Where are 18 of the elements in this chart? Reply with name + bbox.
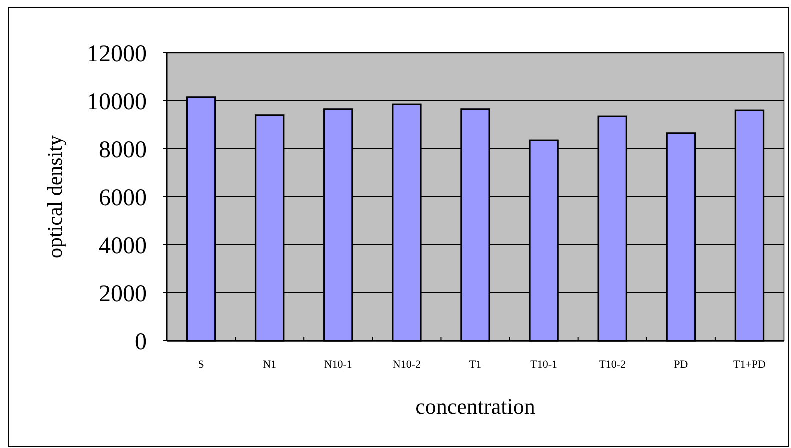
- y-axis-title: optical density: [43, 134, 67, 259]
- y-tick-label: 10000: [87, 89, 147, 116]
- y-tick-label: 8000: [99, 137, 147, 164]
- x-tick-label: N10-1: [324, 359, 352, 371]
- x-tick-label: PD: [674, 359, 688, 371]
- x-tick-label: T1+PD: [733, 359, 766, 371]
- y-tick-label: 12000: [87, 41, 147, 68]
- x-tick-label: N1: [263, 359, 277, 371]
- x-axis-title: concentration: [416, 394, 536, 419]
- x-tick-label: T10-2: [599, 359, 626, 371]
- y-tick-label: 6000: [99, 185, 147, 212]
- x-tick-label: T1: [469, 359, 482, 371]
- y-tick-label: 4000: [99, 233, 147, 260]
- y-tick-label: 2000: [99, 281, 147, 308]
- y-tick-label: 0: [135, 329, 147, 356]
- x-tick-label: N10-2: [392, 359, 421, 371]
- x-tick-label: T10-1: [530, 359, 558, 371]
- x-tick-label: S: [198, 359, 204, 371]
